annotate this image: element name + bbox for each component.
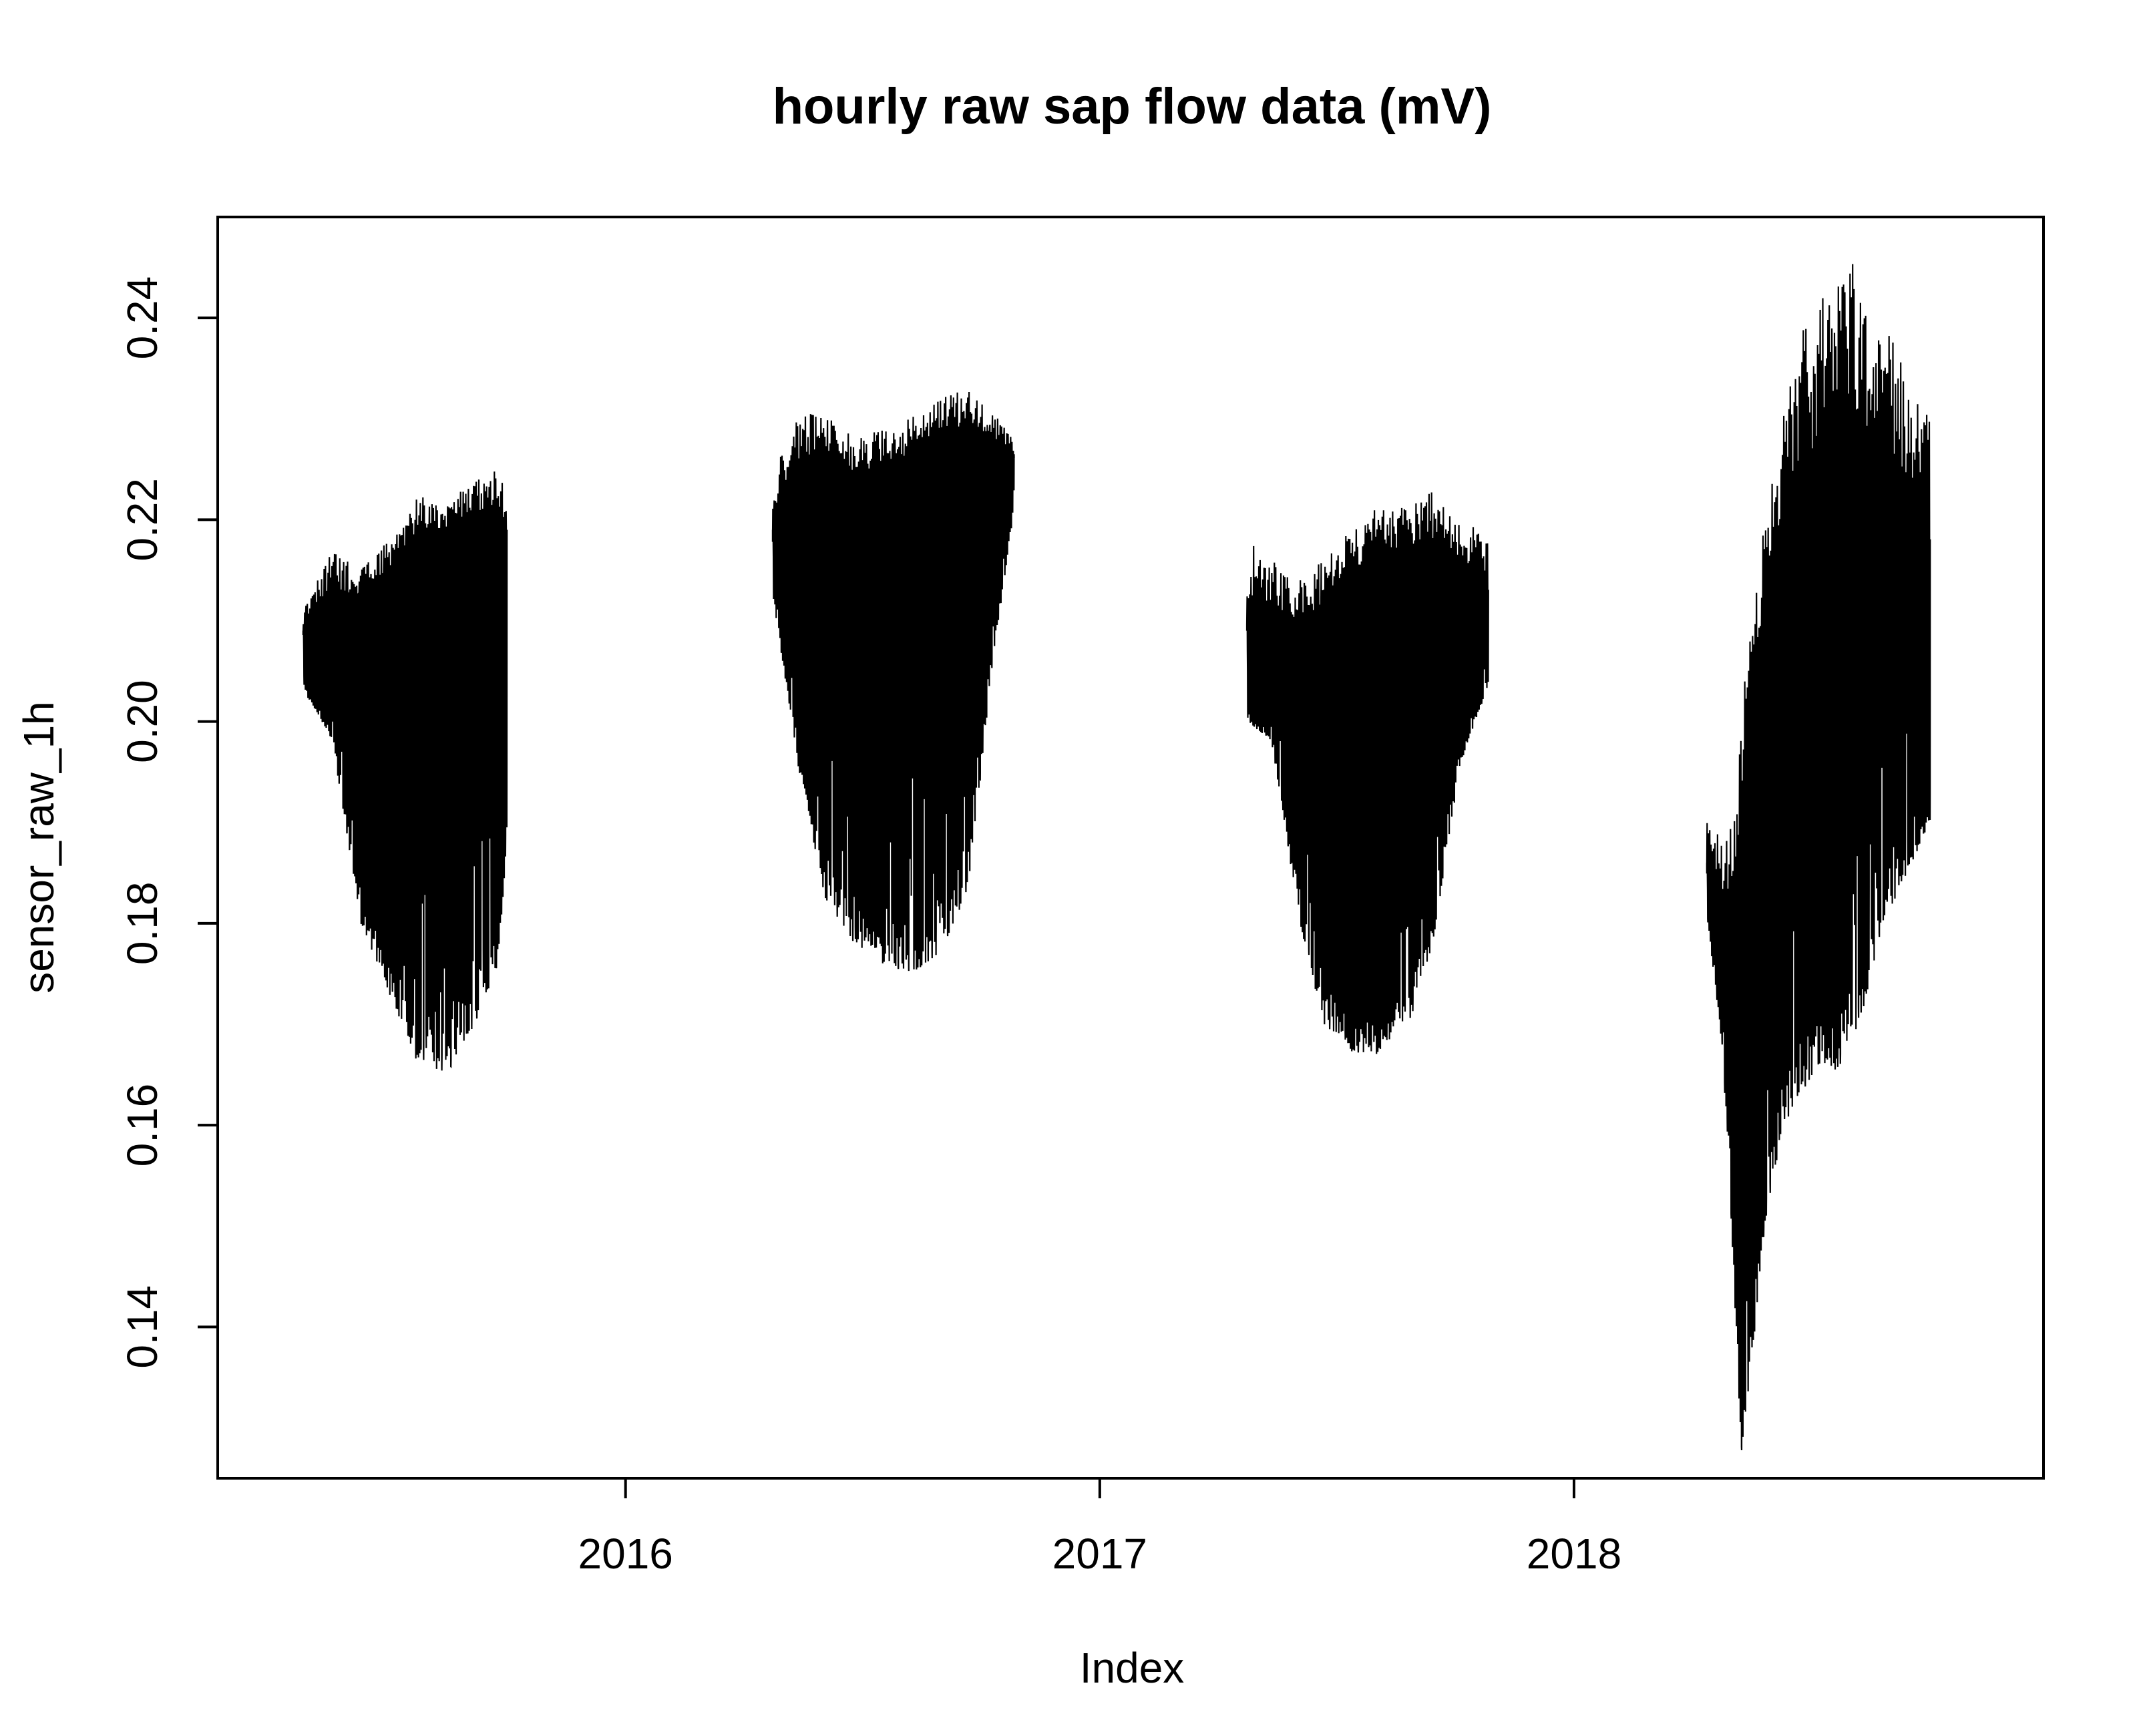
- series-line-2015-season: [302, 471, 508, 1071]
- series-line-2016-season: [771, 391, 1015, 971]
- chart-title: hourly raw sap flow data (mV): [773, 78, 1492, 135]
- x-tick-label: 2018: [1527, 1530, 1621, 1578]
- series-line-2017-season: [1245, 492, 1489, 1054]
- y-tick-label: 0.16: [118, 1084, 166, 1167]
- y-tick-label: 0.14: [118, 1285, 166, 1369]
- y-tick-label: 0.22: [118, 478, 166, 562]
- y-axis: 0.14 0.16 0.18 0.20 0.22 0.24: [118, 276, 219, 1369]
- y-tick-label: 0.20: [118, 680, 166, 763]
- x-tick-label: 2016: [578, 1530, 673, 1578]
- y-axis-label: sensor_raw_1h: [15, 701, 63, 994]
- x-tick-label: 2017: [1052, 1530, 1147, 1578]
- x-axis-label: Index: [1080, 1644, 1185, 1692]
- series-line-2018-season: [1706, 264, 1931, 1451]
- y-tick-label: 0.24: [118, 276, 166, 360]
- y-tick-label: 0.18: [118, 882, 166, 965]
- x-axis: 2016 2017 2018: [578, 1477, 1621, 1578]
- series-layer: [302, 264, 1931, 1451]
